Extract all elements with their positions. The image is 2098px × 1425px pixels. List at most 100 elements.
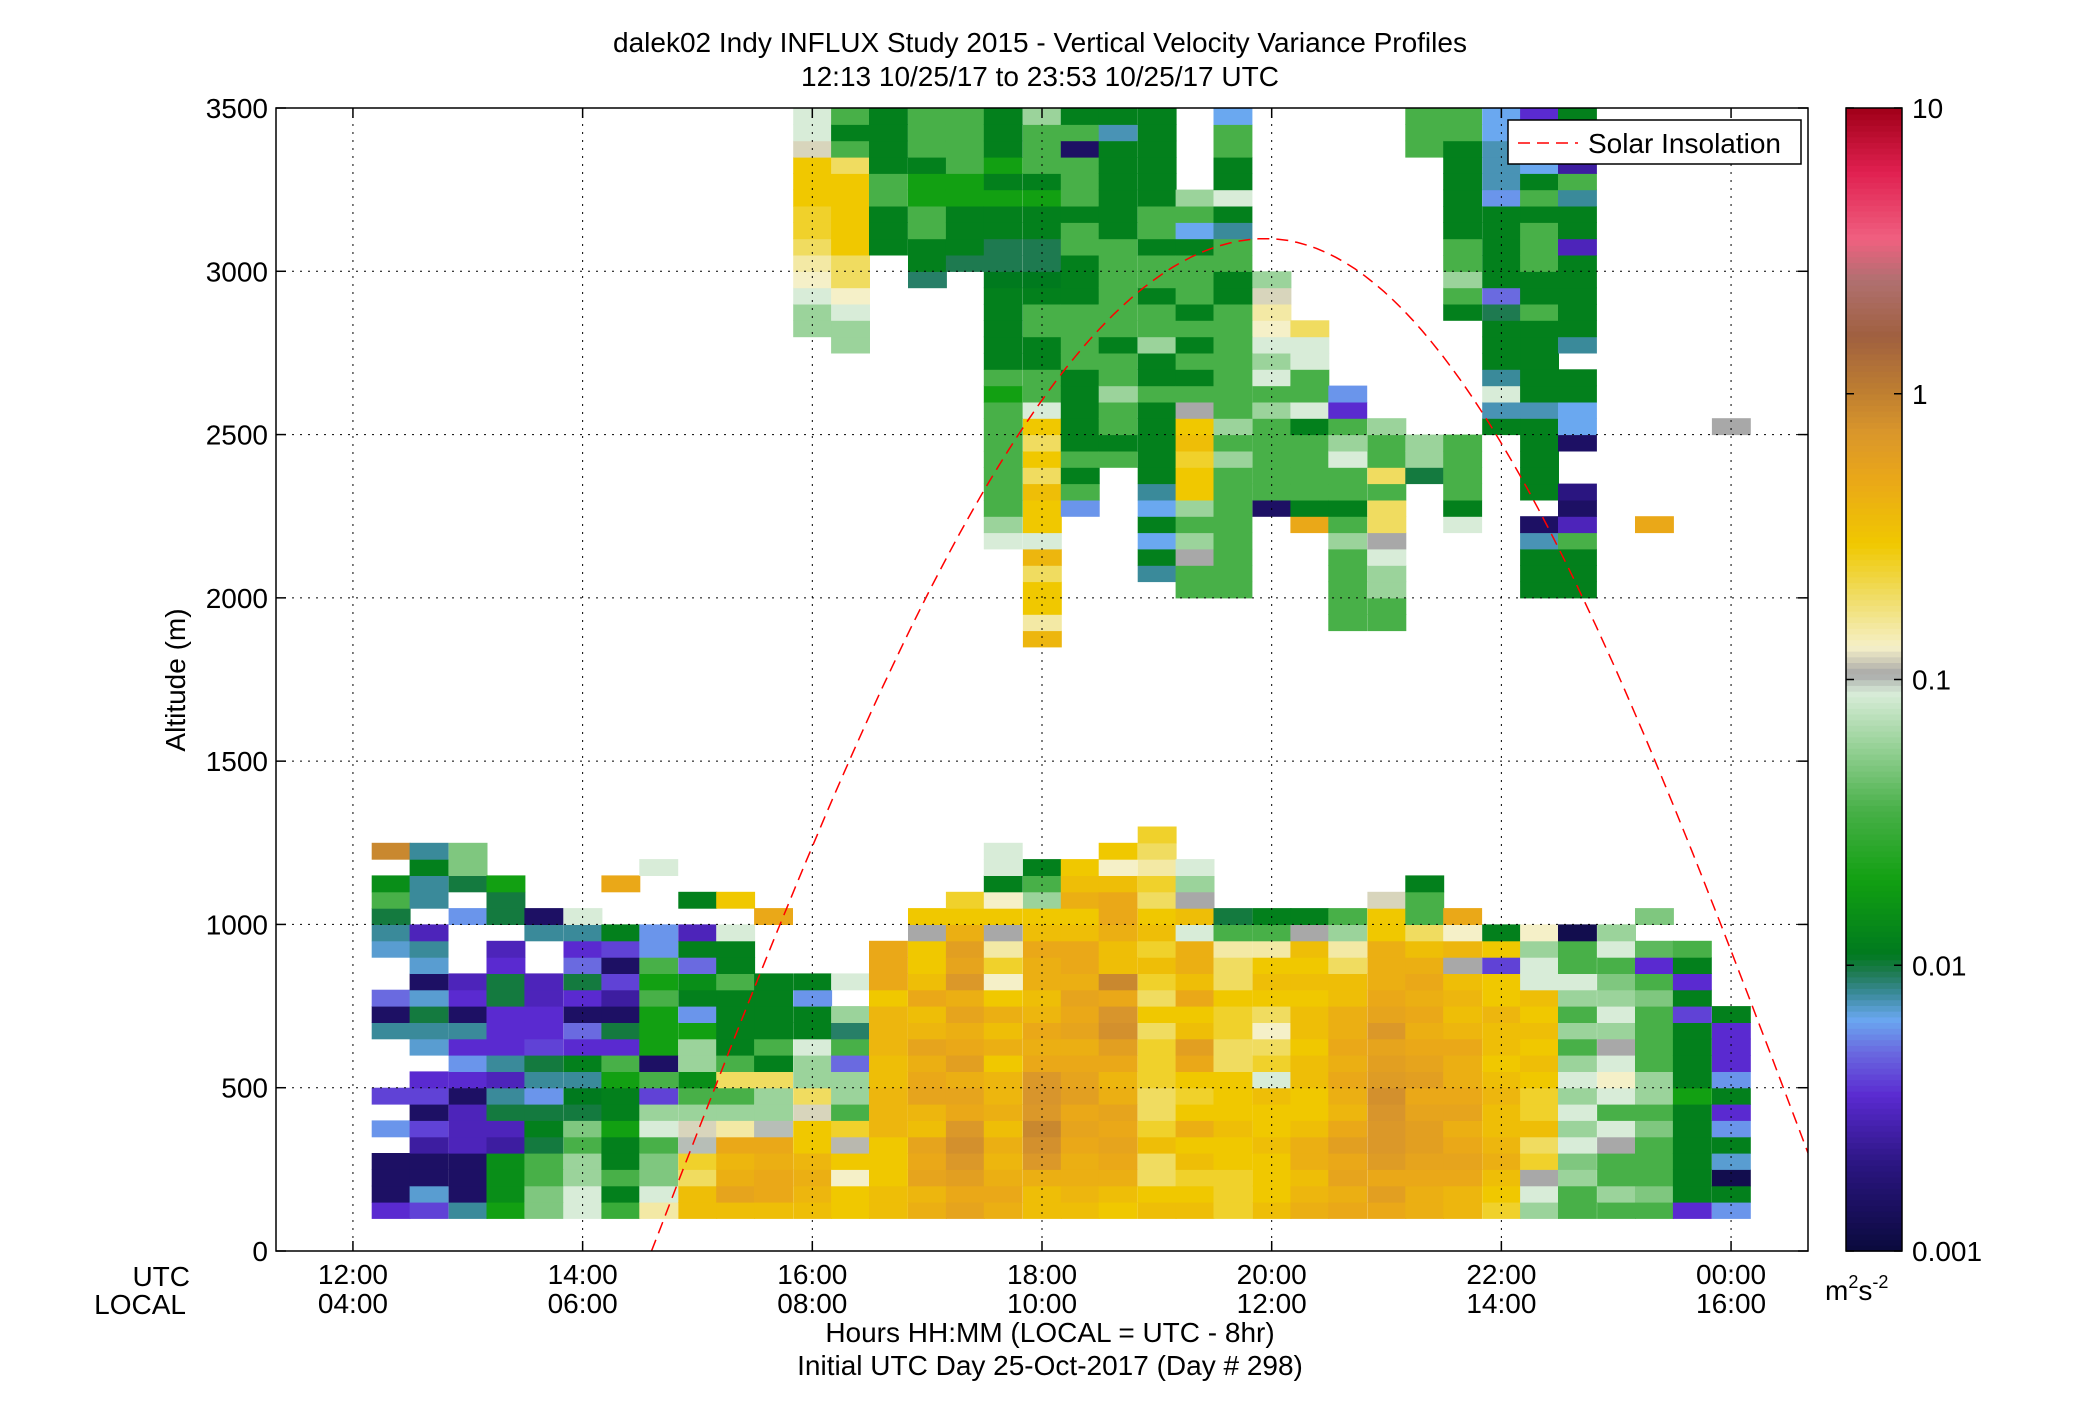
heatmap-cell [1367,532,1407,550]
heatmap-cell [1443,173,1483,191]
colorbar-strip [1846,353,1902,361]
heatmap-cell [831,206,870,223]
colorbar-strip [1846,519,1902,526]
colorbar-strip [1846,1005,1902,1012]
colorbar-strip [1846,839,1902,846]
heatmap-cell [486,1022,526,1040]
heatmap-cell [1558,940,1597,958]
heatmap-cell [1175,189,1215,207]
colorbar-strip [1846,416,1902,424]
heatmap-cell [524,1087,564,1105]
heatmap-cell [1213,173,1253,191]
heatmap-cell [1443,1055,1483,1072]
heatmap-cell [639,924,679,942]
heatmap-cell [869,238,908,256]
heatmap-cell [1443,238,1483,256]
heatmap-cell [983,124,1023,142]
heatmap-cell [1175,957,1215,974]
heatmap-cell [1367,891,1407,909]
heatmap-cell [1482,1120,1522,1138]
heatmap-cell [831,124,870,142]
heatmap-cell [1635,1006,1674,1023]
heatmap-cell [1558,483,1597,501]
heatmap-cell [1443,303,1483,321]
heatmap-cell [983,842,1023,860]
heatmap-cell [1175,516,1215,534]
heatmap-cell [1597,1185,1636,1203]
heatmap-cell [945,1185,985,1203]
heatmap-cell [1098,1185,1138,1203]
heatmap-cell [1367,1169,1407,1187]
colorbar-strip [1846,428,1902,435]
colorbar-strip [1846,456,1902,464]
heatmap-cell [1597,1120,1636,1138]
heatmap-cell [639,989,679,1007]
heatmap-cell [371,989,411,1007]
heatmap-cell [1405,124,1445,142]
heatmap-cell [1520,1022,1559,1040]
heatmap-cell [639,957,679,974]
colorbar-units-mid: s [1858,1275,1872,1306]
heatmap-cell [793,1169,833,1187]
heatmap-cell [1290,320,1330,338]
colorbar-strip [1846,1233,1902,1241]
heatmap-cell [793,1087,833,1105]
heatmap-cell [983,940,1023,958]
heatmap-cell [1558,1120,1597,1138]
colorbar-strip [1846,222,1902,229]
heatmap-cell [1098,418,1138,436]
heatmap-cell [1558,1006,1597,1023]
colorbar-strip [1846,793,1902,801]
colorbar-strip [1846,530,1902,538]
heatmap-cell [639,859,679,876]
heatmap-cell [1597,1006,1636,1023]
colorbar-strip [1846,153,1902,161]
heatmap-cell [1482,1087,1522,1105]
heatmap-cell [1597,1202,1636,1219]
heatmap-cell [754,1120,793,1138]
heatmap-cell [1060,418,1100,436]
heatmap-cell [1558,548,1597,566]
heatmap-cell [945,924,985,942]
colorbar-strip [1846,262,1902,269]
heatmap-cell [1060,1202,1100,1219]
heatmap-cell [831,1202,870,1219]
colorbar-strip [1846,925,1902,932]
colorbar-tick-label: 0.001 [1912,1236,1982,1267]
heatmap-cell [524,1055,564,1072]
heatmap-cell [1175,1055,1215,1072]
heatmap-cell [1482,1038,1522,1056]
heatmap-cell [1672,1006,1712,1023]
heatmap-cell [1060,336,1100,354]
heatmap-cell [908,189,947,207]
colorbar-strip [1846,1170,1902,1178]
heatmap-cell [1213,989,1253,1007]
heatmap-cell [1175,1006,1215,1023]
heatmap-cell [793,1120,833,1138]
heatmap-cell [371,1087,411,1105]
colorbar-strip [1846,673,1902,681]
heatmap-cell [1022,434,1062,452]
heatmap-cell [1635,908,1674,925]
heatmap-cell [486,957,526,974]
colorbar-strip [1846,1045,1902,1052]
heatmap-cell [983,450,1023,468]
heatmap-cell [1137,303,1177,321]
heatmap-cell [754,1055,793,1072]
heatmap-cell [908,124,947,142]
heatmap-cell [1060,1169,1100,1187]
heatmap-cell [831,255,870,272]
heatmap-cell [793,1038,833,1056]
heatmap-cell [945,957,985,974]
colorbar-strips [1846,108,1902,1252]
heatmap-cell [1137,173,1177,191]
heatmap-cell [945,1071,985,1089]
colorbar-strip [1846,370,1902,378]
legend-box [1507,119,1802,165]
heatmap-cell [983,401,1023,419]
heatmap-cell [1558,1087,1597,1105]
heatmap-cell [1290,940,1330,958]
heatmap-cell [639,1087,679,1105]
heatmap-cell [1252,385,1292,403]
